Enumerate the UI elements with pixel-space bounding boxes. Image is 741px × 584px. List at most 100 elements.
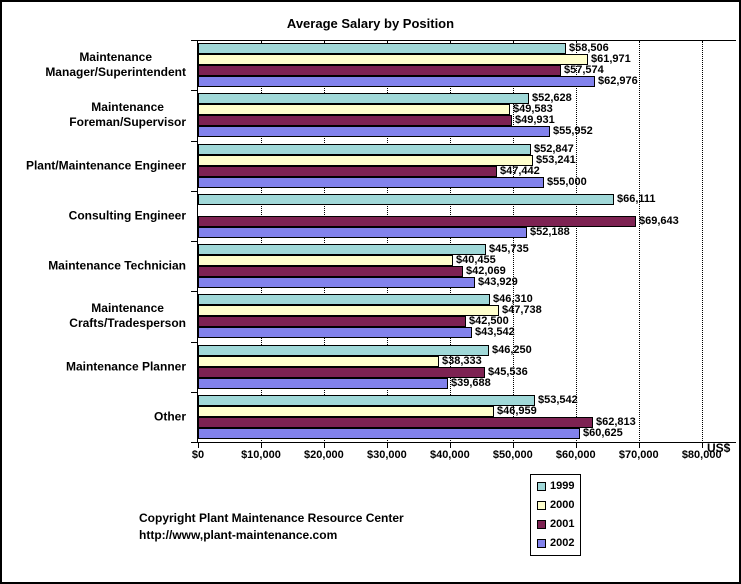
gridline xyxy=(512,41,514,441)
bar-value-label: $43,542 xyxy=(475,326,515,339)
chart-title: Average Salary by Position xyxy=(286,16,455,31)
bar-value-label: $45,735 xyxy=(489,243,529,255)
category-label-line: Crafts/Tradesperson xyxy=(69,316,186,331)
bar xyxy=(198,76,595,87)
category-axis-tick xyxy=(191,342,197,343)
bar-value-label: $53,241 xyxy=(536,153,576,166)
category-axis-tick xyxy=(191,392,197,393)
category-label-line: Consulting Engineer xyxy=(68,208,186,223)
gridline xyxy=(323,41,325,441)
bar-value-label: $47,738 xyxy=(502,304,542,317)
bar-value-label: $57,574 xyxy=(564,64,604,76)
gridline xyxy=(449,41,451,441)
legend-item: 2001 xyxy=(537,519,574,530)
category-label: Other xyxy=(154,409,186,424)
x-axis-tick-label: $70,000 xyxy=(618,449,659,461)
bar xyxy=(198,65,561,76)
bar-value-label: $55,952 xyxy=(553,125,593,138)
bar xyxy=(198,255,453,266)
bar-value-label: $42,500 xyxy=(469,315,509,328)
bar xyxy=(198,294,490,306)
bar-value-label: $49,583 xyxy=(513,103,553,116)
category-axis-tick xyxy=(191,241,197,242)
category-label-line: Foreman/Supervisor xyxy=(69,115,186,130)
bar xyxy=(198,366,485,378)
category-label-line: Maintenance xyxy=(91,301,164,316)
category-label: Consulting Engineer xyxy=(69,208,186,223)
x-axis-tick-label: $30,000 xyxy=(366,449,407,461)
bar xyxy=(198,266,463,277)
bar xyxy=(198,154,533,166)
gridline xyxy=(575,41,577,441)
bar xyxy=(198,43,566,54)
bar-value-label: $45,536 xyxy=(488,365,528,378)
category-label-line: Maintenance xyxy=(79,50,152,65)
bar-value-label: $40,455 xyxy=(456,254,496,266)
x-axis-tick-label: $60,000 xyxy=(555,449,596,461)
footer-line-2: http://www,plant-maintenance.com xyxy=(139,528,338,542)
x-axis-tick xyxy=(386,442,388,448)
bar xyxy=(198,316,466,328)
x-axis-tick xyxy=(701,442,703,448)
legend-label: 2000 xyxy=(550,499,575,511)
bar xyxy=(198,405,494,417)
bar xyxy=(198,277,475,288)
x-axis-tick xyxy=(575,442,577,448)
x-axis-tick xyxy=(638,442,640,448)
gridline xyxy=(386,41,388,441)
bar xyxy=(198,215,636,227)
bar xyxy=(198,344,489,356)
x-axis-tick-label: $0 xyxy=(191,449,205,461)
bar xyxy=(198,165,497,177)
bar xyxy=(198,54,588,65)
legend-label: 1999 xyxy=(550,480,575,492)
legend-swatch xyxy=(537,539,546,548)
bar-value-label: $52,628 xyxy=(532,92,572,105)
category-label-line: Other xyxy=(153,409,186,424)
category-label-line: Maintenance Technician xyxy=(48,258,186,273)
bar-value-label: $66,111 xyxy=(617,192,656,205)
bar xyxy=(198,143,531,155)
x-axis-tick-label: $10,000 xyxy=(241,449,281,461)
category-axis-tick xyxy=(191,191,197,192)
x-axis-tick xyxy=(260,442,262,448)
bar xyxy=(198,193,614,205)
category-axis-tick xyxy=(191,90,197,91)
x-axis-tick-label: $50,000 xyxy=(492,449,533,461)
category-label: Maintenance Planner xyxy=(66,359,186,374)
bar xyxy=(198,377,448,389)
bar-value-label: $58,506 xyxy=(569,42,609,54)
bar xyxy=(198,427,580,439)
legend-item: 2002 xyxy=(537,538,574,549)
legend: 1999 2000 2001 2002 xyxy=(530,474,582,556)
bar xyxy=(198,104,510,116)
bar-value-label: $53,542 xyxy=(538,393,578,406)
bar xyxy=(198,244,486,255)
footer-copyright: Copyright Plant Maintenance Resource Cen… xyxy=(139,510,404,544)
bar-value-label: $62,813 xyxy=(596,415,636,428)
bar xyxy=(198,394,535,406)
bar-value-label: $55,000 xyxy=(547,175,587,188)
axis-unit-label: US$ xyxy=(707,441,731,455)
gridline xyxy=(638,41,640,441)
bar-value-label: $62,976 xyxy=(598,75,638,87)
bar-value-label: $38,333 xyxy=(442,354,482,367)
category-label-line: Manager/Superintendent xyxy=(45,65,186,80)
bar-value-label: $52,847 xyxy=(534,142,574,155)
bar-value-label: $46,310 xyxy=(493,293,533,306)
bar xyxy=(198,176,544,188)
category-axis-tick xyxy=(191,40,197,41)
category-axis-tick xyxy=(191,442,197,443)
gridline xyxy=(260,41,262,441)
x-axis-tick-label: $80,000 xyxy=(681,449,722,461)
bar xyxy=(198,355,439,367)
category-label-line: Plant/Maintenance Engineer xyxy=(25,158,186,173)
bar-value-label: $60,625 xyxy=(583,426,623,439)
bar-value-label: $46,250 xyxy=(492,343,532,356)
x-axis-tick xyxy=(198,442,199,448)
bar-value-label: $46,959 xyxy=(497,404,537,417)
category-label: Maintenance Technician xyxy=(48,259,186,274)
x-axis-tick-label: $40,000 xyxy=(429,449,470,461)
legend-item: 1999 xyxy=(537,481,574,492)
